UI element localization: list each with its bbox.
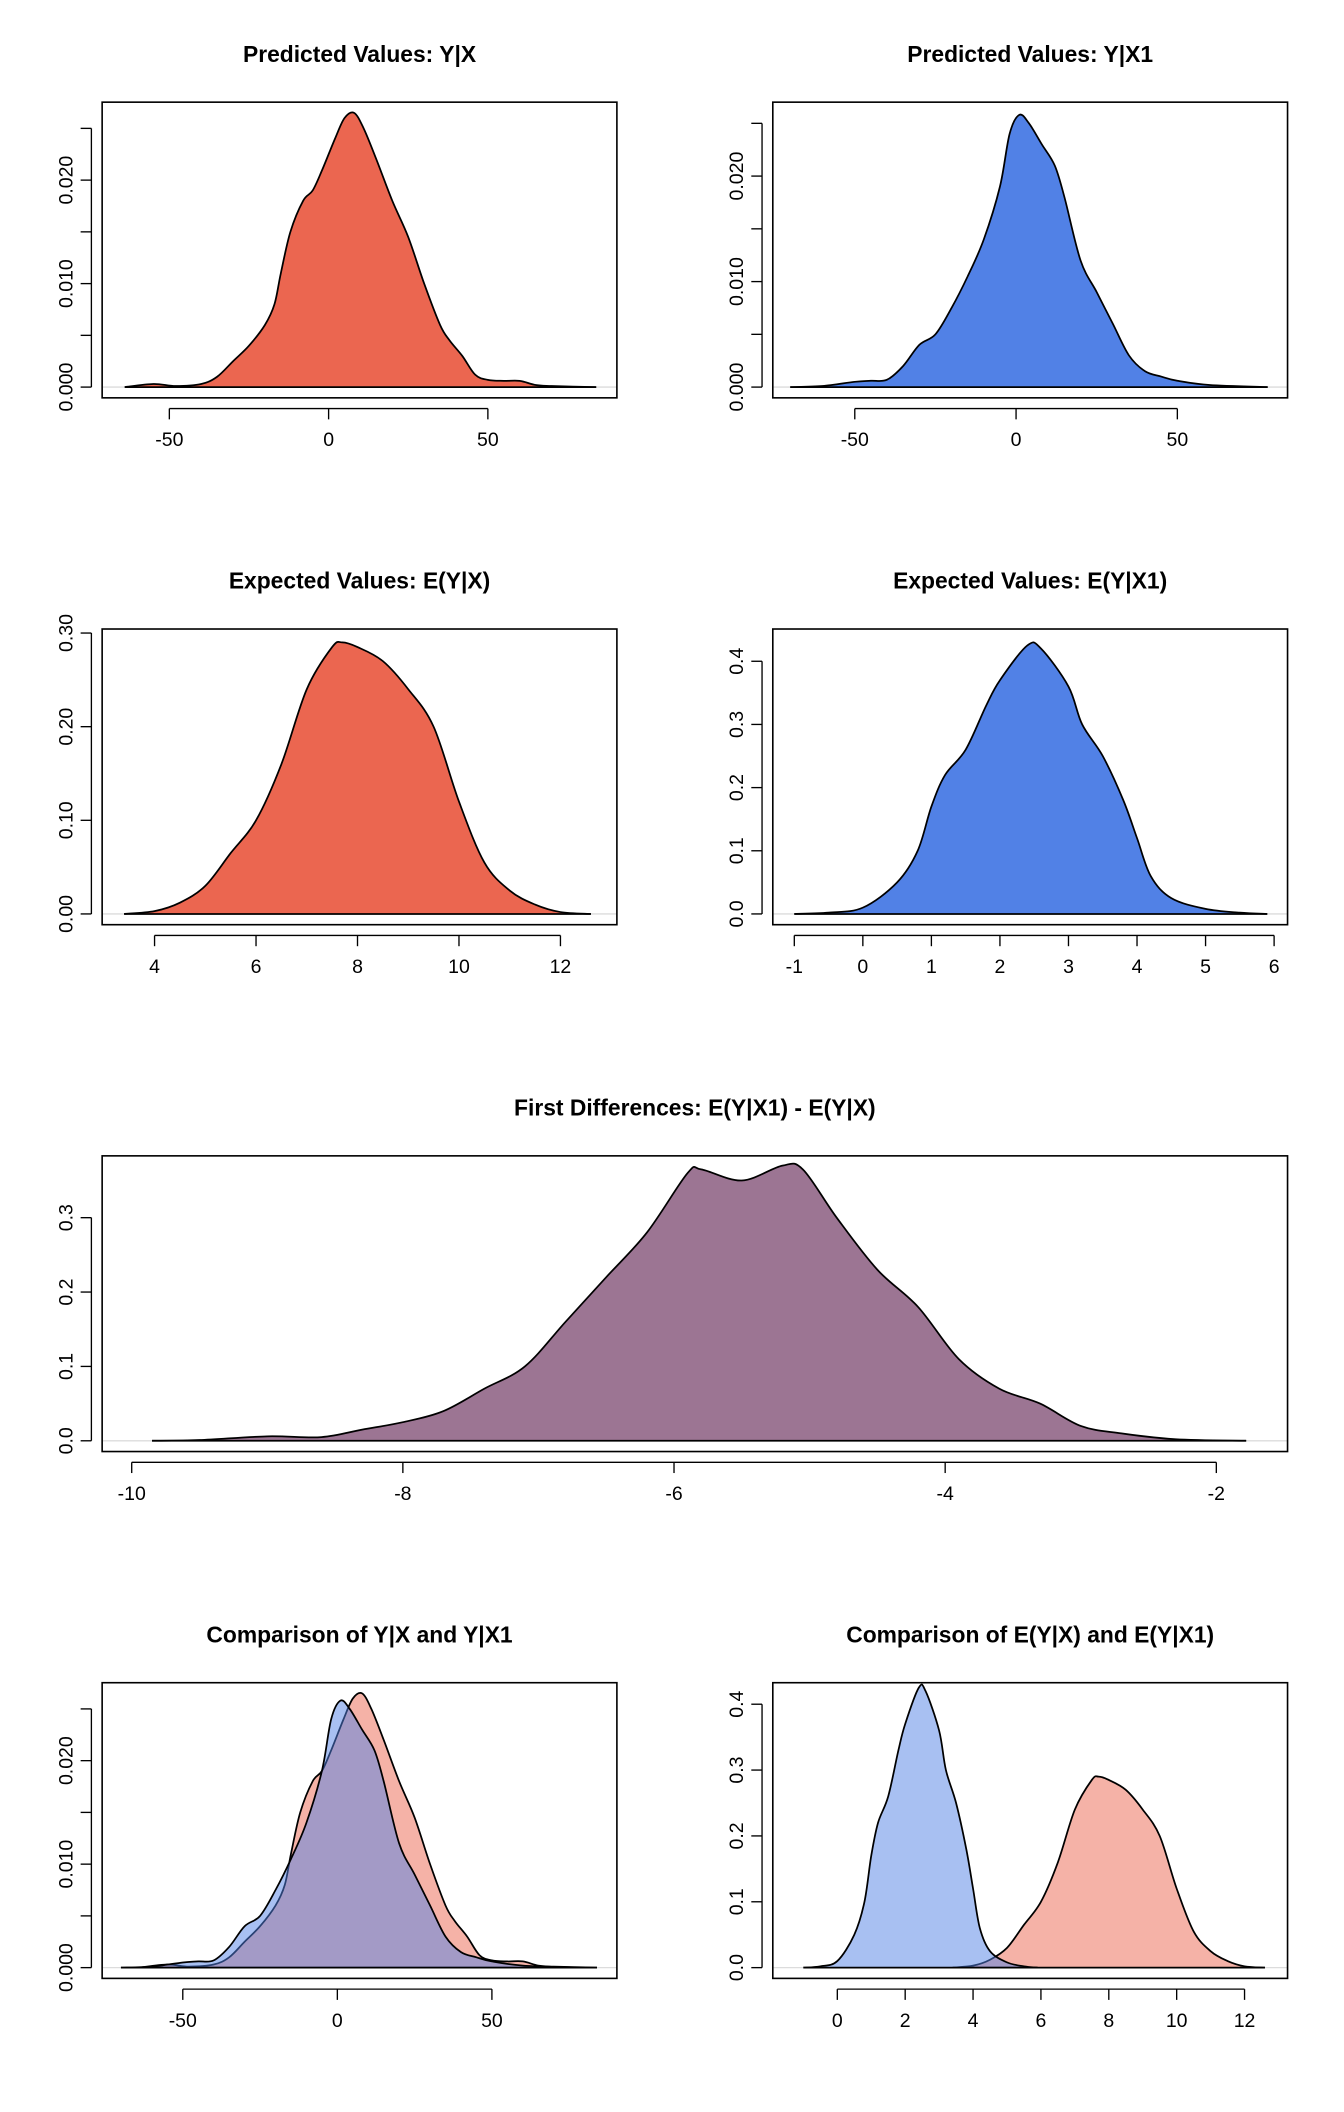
plot-box (771, 628, 1289, 926)
density-fill (790, 114, 1268, 388)
x-tick-label: -50 (841, 429, 869, 451)
x-tick-label: -6 (665, 1483, 682, 1505)
y-tick-label: 0.2 (726, 1822, 748, 1849)
y-tick-label: 0.20 (56, 708, 78, 746)
x-tick-label: -2 (1208, 1483, 1225, 1505)
x-tick-label: 50 (477, 429, 499, 451)
x-tick-label: 4 (968, 2010, 979, 2032)
y-tick-label: 0.1 (726, 1888, 748, 1915)
x-tick-label: 12 (550, 956, 572, 978)
panel-title: Expected Values: E(Y|X) (229, 568, 490, 594)
y-tick-label: 0.3 (56, 1204, 78, 1231)
y-tick-label: 0.020 (56, 156, 78, 205)
x-tick-label: 3 (1063, 956, 1074, 978)
y-tick-label: 0.2 (56, 1279, 78, 1306)
density-line (803, 1683, 1038, 1969)
density-fill (124, 641, 591, 914)
x-tick-label: 0 (1011, 429, 1022, 451)
y-tick-label: 0.0 (726, 900, 748, 927)
density-line (124, 640, 591, 915)
density-line (794, 641, 1268, 915)
plot-box (101, 628, 618, 926)
y-tick-label: 0.0 (726, 1954, 748, 1981)
plot-box (101, 1155, 1289, 1453)
panel-title: Predicted Values: Y|X1 (907, 41, 1153, 67)
y-tick-label: 0.020 (56, 1736, 78, 1785)
y-tick-label: 0.10 (56, 801, 78, 839)
y-tick-label: 0.3 (726, 1757, 748, 1784)
density-panel-6: Comparison of Y|X and Y|X1 -50 0 50 0.000 0.0… (56, 1621, 618, 2032)
density-fill (152, 1163, 1247, 1441)
y-tick-label: 0.4 (726, 648, 748, 675)
plot-box (771, 1681, 1289, 1980)
x-tick-label: 5 (1200, 956, 1211, 978)
density-panel-4: Expected Values: E(Y|X1) -1 0 1 2 3 4 5 6 0.0 0.1 0… (726, 568, 1289, 978)
panel-title: Comparison of Y|X and Y|X1 (206, 1621, 513, 1647)
y-tick-label: 0.00 (56, 895, 78, 933)
panel-title: Comparison of E(Y|X) and E(Y|X1) (846, 1621, 1214, 1647)
y-tick-label: 0.000 (726, 363, 748, 412)
plot-box (101, 101, 618, 399)
density-panel-7: Comparison of E(Y|X) and E(Y|X1) 0 2 4 6 8 10 1… (726, 1621, 1289, 2032)
x-tick-label: 0 (323, 429, 334, 451)
density-fill (794, 642, 1268, 914)
panel-title: First Differences: E(Y|X1) - E(Y|X) (514, 1095, 876, 1121)
density-panel-1: Predicted Values: Y|X -50 0 50 0.000 0.010 0.0… (56, 41, 618, 451)
x-tick-label: 6 (1269, 956, 1280, 978)
y-tick-label: 0.30 (56, 614, 78, 652)
x-tick-label: 4 (149, 956, 160, 978)
density-panel-2: Predicted Values: Y|X1 -50 0 50 0.000 0.010 0.… (726, 41, 1289, 451)
plot-box (101, 1681, 618, 1980)
x-tick-label: 6 (251, 956, 262, 978)
density-panel-5: First Differences: E(Y|X1) - E(Y|X) -10 -8… (56, 1095, 1289, 1505)
x-tick-label: -10 (118, 1483, 146, 1505)
x-tick-label: -4 (937, 1483, 954, 1505)
density-fill (803, 1684, 1038, 1968)
x-tick-label: 12 (1234, 2010, 1256, 2032)
x-tick-label: 0 (857, 956, 868, 978)
y-tick-label: 0.4 (726, 1691, 748, 1718)
y-tick-label: 0.010 (726, 257, 748, 306)
x-tick-label: -8 (394, 1483, 411, 1505)
density-fill (120, 1700, 579, 1968)
x-tick-label: -1 (786, 956, 803, 978)
x-tick-label: -50 (169, 2010, 197, 2032)
density-line (952, 1775, 1265, 1969)
x-tick-label: 50 (1167, 429, 1189, 451)
x-tick-label: 50 (481, 2010, 503, 2032)
plot-box (771, 101, 1289, 399)
x-tick-label: -50 (155, 429, 183, 451)
x-tick-label: 8 (1103, 2010, 1114, 2032)
x-tick-label: 2 (900, 2010, 911, 2032)
y-tick-label: 0.000 (56, 363, 78, 412)
y-tick-label: 0.020 (726, 152, 748, 201)
x-tick-label: 10 (448, 956, 470, 978)
y-tick-label: 0.1 (726, 837, 748, 864)
panel-title: Expected Values: E(Y|X1) (893, 568, 1167, 594)
density-line (120, 1699, 579, 1969)
x-tick-label: 8 (352, 956, 363, 978)
density-line (152, 1162, 1247, 1442)
y-tick-label: 0.3 (726, 711, 748, 738)
x-tick-label: 1 (926, 956, 937, 978)
x-tick-label: 0 (332, 2010, 343, 2032)
density-line (124, 111, 597, 388)
y-tick-label: 0.2 (726, 774, 748, 801)
density-fill (124, 112, 597, 388)
density-line (790, 113, 1268, 388)
panel-title: Predicted Values: Y|X (243, 41, 477, 67)
y-tick-label: 0.1 (56, 1353, 78, 1380)
x-tick-label: 10 (1166, 2010, 1188, 2032)
y-tick-label: 0.0 (56, 1427, 78, 1454)
x-tick-label: 4 (1132, 956, 1143, 978)
y-tick-label: 0.010 (56, 1840, 78, 1889)
density-fill (952, 1776, 1265, 1968)
density-panel-3: Expected Values: E(Y|X) 4 6 8 10 12 0.00 0.10 0.… (56, 568, 618, 978)
x-tick-label: 0 (832, 2010, 843, 2032)
x-tick-label: 6 (1036, 2010, 1047, 2032)
y-tick-label: 0.000 (56, 1943, 78, 1992)
x-tick-label: 2 (995, 956, 1006, 978)
y-tick-label: 0.010 (56, 259, 78, 308)
